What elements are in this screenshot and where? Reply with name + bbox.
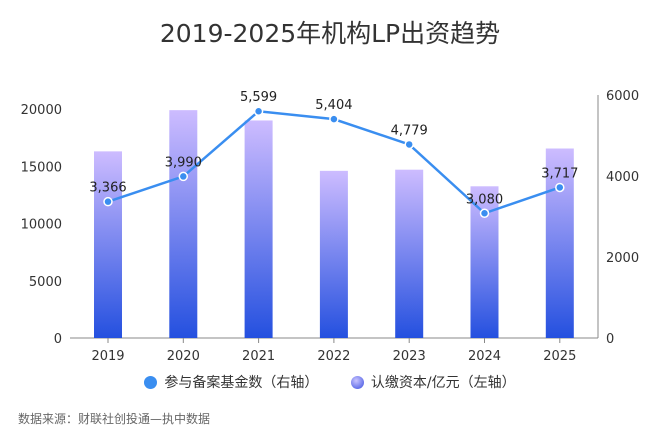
data-label: 5,404 — [315, 98, 352, 113]
x-tick-label: 2024 — [468, 349, 501, 364]
bar — [319, 170, 348, 338]
left-tick-label: 10000 — [21, 218, 62, 233]
right-tick-label: 2000 — [606, 251, 639, 266]
data-label: 4,779 — [391, 123, 428, 138]
bar — [545, 148, 574, 338]
x-tick-label: 2025 — [543, 349, 576, 364]
legend-dot-icon — [350, 375, 364, 389]
line-point — [253, 106, 264, 116]
x-tick-label: 2023 — [393, 349, 426, 364]
left-tick-label: 0 — [54, 332, 62, 347]
legend-dot-icon — [144, 375, 158, 389]
left-tick-label: 15000 — [21, 160, 62, 175]
legend-label: 参与备案基金数（右轴） — [164, 375, 319, 391]
left-tick-label: 20000 — [21, 103, 62, 118]
legend-item-line[interactable]: 参与备案基金数（右轴） — [144, 372, 318, 392]
right-tick-label: 6000 — [606, 89, 639, 104]
legend: 参与备案基金数（右轴） 认缴资本/亿元（左轴） — [0, 372, 660, 393]
chart-title: 2019-2025年机构LP出资趋势 — [159, 19, 501, 48]
line-point — [555, 182, 565, 193]
data-label: 3,717 — [541, 166, 578, 181]
data-label: 3,366 — [89, 181, 126, 196]
bar — [169, 110, 198, 339]
line-point — [103, 196, 113, 207]
bar — [395, 169, 424, 338]
source-note: 数据来源：财联社创投通—执中数据 — [18, 412, 211, 426]
line-point — [404, 139, 414, 150]
right-tick-label: 0 — [606, 332, 614, 347]
data-label: 3,080 — [466, 192, 503, 207]
data-label: 5,599 — [240, 90, 277, 105]
bar — [244, 120, 273, 338]
legend-label: 认缴资本/亿元（左轴） — [370, 375, 516, 391]
data-label: 3,990 — [165, 155, 202, 170]
x-tick-label: 2022 — [317, 349, 350, 364]
bar — [94, 151, 122, 338]
x-tick-label: 2019 — [91, 349, 124, 364]
left-tick-label: 5000 — [29, 275, 62, 290]
line-point — [479, 208, 490, 219]
x-tick-label: 2020 — [167, 349, 200, 364]
line-point — [178, 171, 189, 182]
legend-item-bar[interactable]: 认缴资本/亿元（左轴） — [350, 372, 516, 392]
right-tick-label: 4000 — [606, 170, 639, 185]
x-tick-label: 2021 — [242, 349, 275, 364]
line-point — [329, 114, 339, 124]
